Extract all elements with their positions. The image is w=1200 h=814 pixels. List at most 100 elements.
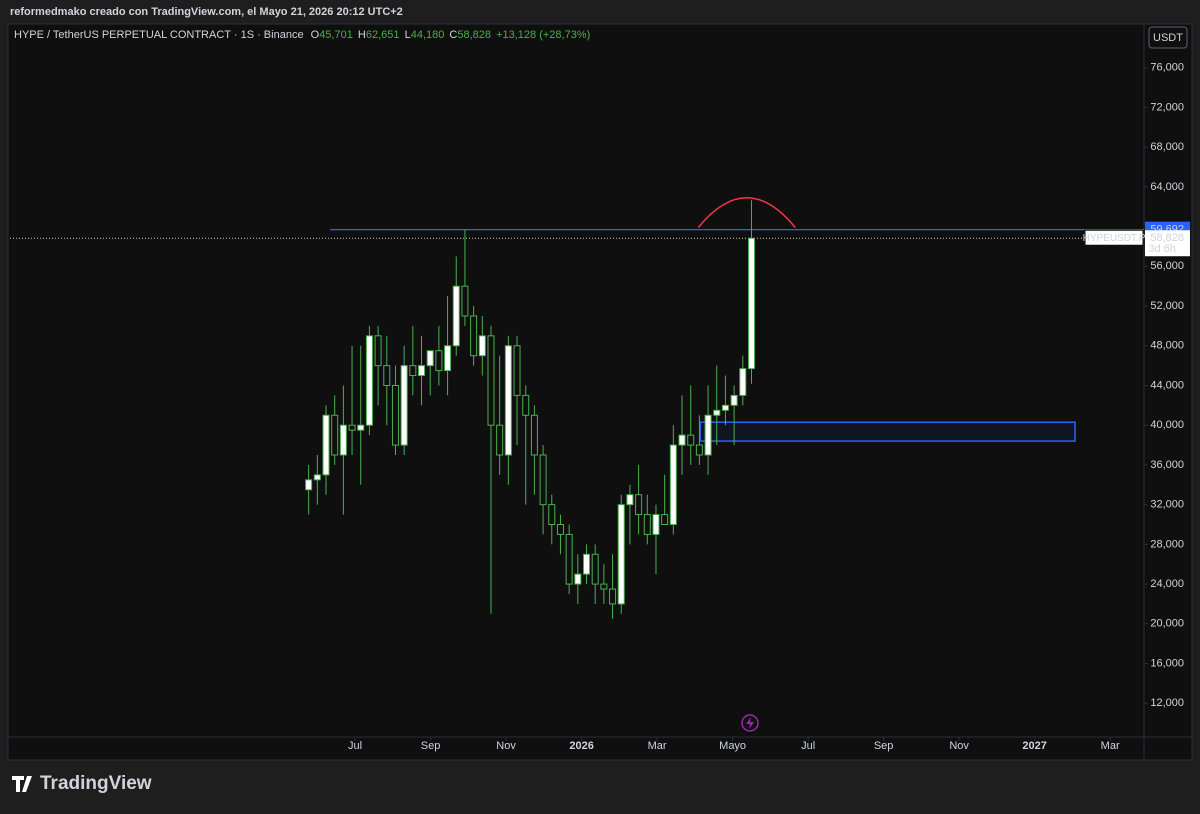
candle-body — [426, 350, 434, 367]
chart-panel — [7, 23, 1193, 761]
y-tick-label: 44,000 — [1150, 379, 1184, 391]
y-tick-label: 64,000 — [1150, 181, 1184, 193]
x-tick-label: Mayo — [719, 740, 746, 752]
candle-body — [374, 335, 382, 367]
y-tick-label: 12,000 — [1150, 697, 1184, 709]
candle-body — [522, 394, 530, 416]
candle-body — [400, 365, 408, 446]
candle-body — [530, 414, 538, 456]
y-tick-label: 28,000 — [1150, 538, 1184, 550]
candle-body — [739, 368, 747, 396]
low: 44,180 — [411, 29, 445, 41]
x-tick-label: Mar — [648, 740, 667, 752]
y-tick-label: 32,000 — [1150, 499, 1184, 511]
candle-body — [617, 504, 625, 605]
candle-body — [418, 365, 426, 377]
candle-body — [583, 553, 591, 575]
change: +13,128 (+28,73%) — [496, 29, 590, 41]
symbol: HYPE / TetherUS PERPETUAL CONTRACT · 1S … — [14, 29, 304, 41]
candle-body — [669, 444, 677, 525]
candle-body — [661, 514, 669, 525]
currency-box[interactable] — [1148, 26, 1188, 49]
candle-body — [504, 345, 512, 456]
candle-body — [357, 424, 365, 431]
candle-body — [496, 424, 504, 456]
candle-body — [339, 424, 347, 456]
candle-body — [721, 404, 729, 411]
brand: TradingView — [40, 773, 152, 794]
candle-body — [635, 494, 643, 516]
candle-body — [713, 409, 721, 416]
candle-body — [687, 434, 695, 446]
close: 58,828 — [457, 29, 491, 41]
candle-body — [695, 444, 703, 456]
caption: reformedmako creado con TradingView.com,… — [10, 6, 403, 18]
candle-body — [444, 345, 452, 372]
candle-body — [452, 285, 460, 347]
candle-body — [556, 523, 564, 535]
candle-body — [365, 335, 373, 426]
candle-body — [478, 335, 486, 357]
candle-body — [348, 424, 356, 431]
candle-body — [487, 335, 495, 426]
open: 45,701 — [319, 29, 353, 41]
high: 62,651 — [366, 29, 400, 41]
candle-body — [626, 494, 634, 506]
candle-body — [313, 474, 321, 481]
candle-body — [305, 479, 313, 491]
y-tick-label: 24,000 — [1150, 578, 1184, 590]
zone — [699, 421, 1076, 442]
open-label: O — [311, 29, 320, 41]
candle-body — [409, 365, 417, 377]
x-tick-label: Nov — [949, 740, 969, 752]
y-tick-label: 20,000 — [1150, 618, 1184, 630]
high-label: H — [358, 29, 366, 41]
brand-logo — [12, 776, 32, 792]
candle-body — [747, 237, 755, 370]
countdown: 3d 6h — [1148, 243, 1176, 255]
candle-body — [539, 454, 547, 506]
x-tick-label: Mar — [1101, 740, 1120, 752]
y-tick-label: 72,000 — [1150, 101, 1184, 113]
arc — [697, 197, 796, 229]
low-label: L — [405, 29, 411, 41]
x-tick-label: 2027 — [1022, 740, 1046, 752]
y-tick-label: 16,000 — [1150, 657, 1184, 669]
legend: HYPE / TetherUS PERPETUAL CONTRACT · 1S … — [14, 29, 590, 41]
y-tick-label: 68,000 — [1150, 141, 1184, 153]
candle-body — [574, 573, 582, 585]
candle-body — [643, 514, 651, 535]
candle-body — [652, 514, 660, 535]
x-tick-label: 2026 — [569, 740, 593, 752]
candle-body — [391, 384, 399, 446]
candle-body — [730, 394, 738, 406]
x-tick-label: Nov — [496, 740, 516, 752]
y-tick-label: 56,000 — [1150, 260, 1184, 272]
symbol-label: HYPEUSDT.P — [1083, 233, 1146, 244]
y-tick-label: 36,000 — [1150, 459, 1184, 471]
candle-body — [461, 285, 469, 317]
lightning-icon[interactable] — [741, 714, 759, 732]
candle-body — [331, 414, 339, 456]
candle-body — [513, 345, 521, 396]
y-tick-label: 76,000 — [1150, 62, 1184, 74]
candle-body — [470, 315, 478, 357]
y-tick-label: 48,000 — [1150, 340, 1184, 352]
last-price-label: 58,828 — [1150, 232, 1184, 244]
candle-body — [322, 414, 330, 476]
x-tick-label: Jul — [348, 740, 362, 752]
lightning-bolt — [746, 717, 754, 729]
candle-body — [435, 350, 443, 372]
candle-body — [591, 553, 599, 585]
symbol-box — [1084, 229, 1144, 246]
x-tick-label: Sep — [421, 740, 441, 752]
candle-body — [704, 414, 712, 456]
candle-body — [600, 583, 608, 590]
close-label: C — [449, 29, 457, 41]
x-tick-label: Sep — [874, 740, 894, 752]
candle-body — [609, 588, 617, 605]
currency: USDT — [1153, 32, 1183, 44]
y-tick-label: 40,000 — [1150, 419, 1184, 431]
candle-body — [565, 533, 573, 585]
